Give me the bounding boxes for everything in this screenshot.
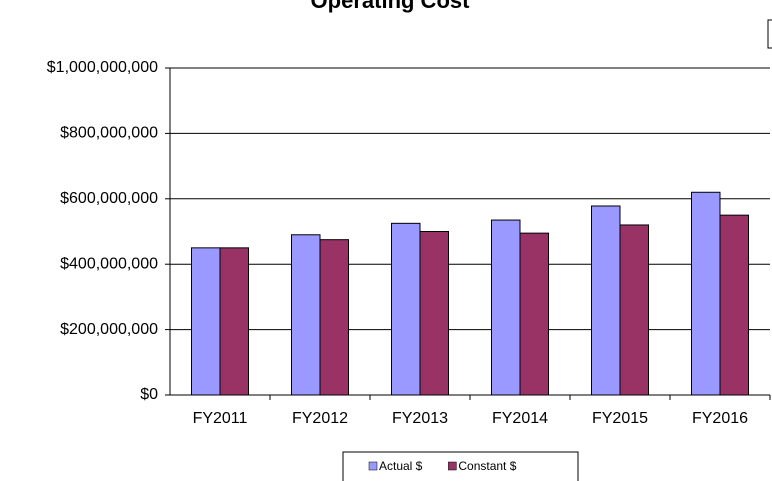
bar — [491, 219, 521, 396]
bar — [719, 214, 749, 396]
legend-label: Actual $ — [379, 459, 423, 473]
y-tick-label: $0 — [140, 386, 158, 403]
x-tick-label: FY2011 — [193, 410, 248, 427]
y-tick-label: $600,000,000 — [60, 190, 158, 207]
y-tick-label: $1,000,000,000 — [47, 59, 158, 76]
y-tick-label: $800,000,000 — [60, 125, 158, 142]
bar — [419, 231, 449, 396]
x-tick-label: FY2016 — [692, 410, 748, 427]
frame — [767, 19, 772, 49]
bar — [319, 239, 349, 396]
x-tick-label: FY2014 — [492, 410, 548, 427]
legend-box — [342, 451, 579, 481]
y-tick-label: $200,000,000 — [60, 321, 158, 338]
bar — [619, 224, 649, 396]
bar — [519, 232, 549, 396]
x-tick-label: FY2013 — [392, 410, 448, 427]
y-tick-label: $400,000,000 — [60, 255, 158, 272]
bar — [291, 234, 321, 396]
bar — [219, 247, 249, 396]
bar — [691, 191, 721, 396]
legend-label: Constant $ — [458, 459, 516, 473]
bar — [191, 247, 221, 396]
bar — [391, 222, 421, 396]
x-tick-label: FY2012 — [292, 410, 348, 427]
legend-swatch — [448, 461, 457, 471]
bar — [591, 205, 621, 396]
x-tick-label: FY2015 — [592, 410, 648, 427]
legend-swatch — [368, 461, 378, 471]
chart-title: Operating Cost — [311, 0, 471, 13]
